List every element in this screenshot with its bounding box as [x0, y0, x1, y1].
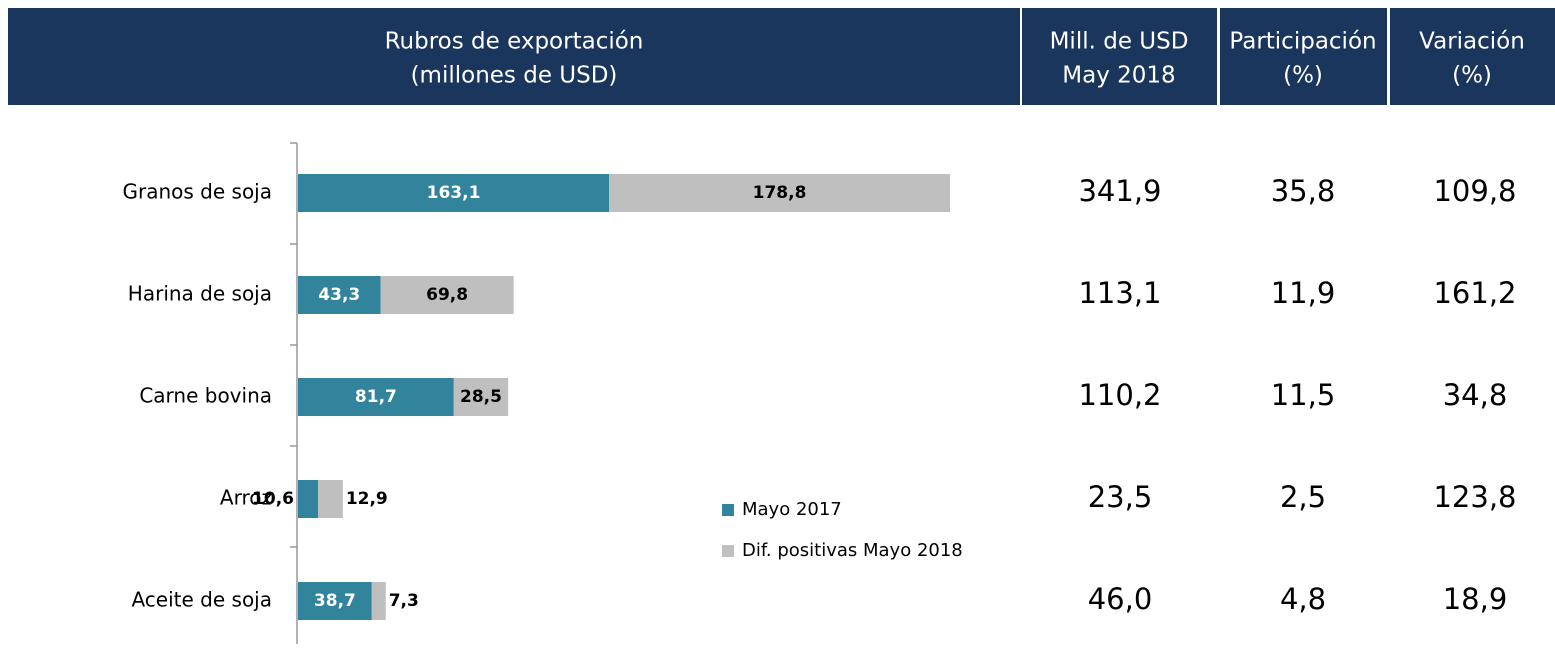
- category-label: Arroz: [220, 486, 272, 510]
- table-value: 46,0: [1088, 582, 1153, 616]
- table-value: 23,5: [1088, 480, 1153, 514]
- bar-segment: [298, 582, 372, 620]
- data-label: 163,1: [427, 183, 481, 203]
- header-cell: [1390, 8, 1555, 105]
- bar-segment: [298, 174, 610, 212]
- table-value: 110,2: [1078, 378, 1161, 412]
- category-label: Aceite de soja: [131, 588, 272, 612]
- bar-segment: [453, 378, 509, 416]
- header-text: May 2018: [1062, 63, 1175, 89]
- table-value: 4,8: [1280, 582, 1326, 616]
- data-label: 7,3: [389, 591, 419, 611]
- legend-swatch: [722, 545, 734, 557]
- bar-segment: [298, 378, 454, 416]
- header-cell: [8, 8, 1020, 105]
- table-value: 161,2: [1433, 276, 1516, 310]
- header-cell: [1022, 8, 1217, 105]
- table-value: 11,9: [1271, 276, 1336, 310]
- header-text: (%): [1452, 63, 1492, 89]
- bar-segment: [380, 276, 514, 314]
- header-text: Rubros de exportación: [385, 29, 644, 55]
- data-label: 10,6: [252, 489, 294, 509]
- data-label: 69,8: [426, 285, 468, 305]
- data-label: 38,7: [314, 591, 356, 611]
- category-label: Carne bovina: [139, 384, 272, 408]
- header-text: Variación: [1419, 29, 1525, 55]
- data-label: 81,7: [355, 387, 397, 407]
- data-label: 43,3: [318, 285, 360, 305]
- table-value: 34,8: [1443, 378, 1508, 412]
- legend-label: Dif. positivas Mayo 2018: [742, 540, 963, 561]
- table-value: 109,8: [1433, 174, 1516, 208]
- header-cell: [1220, 8, 1387, 105]
- legend-label: Mayo 2017: [742, 499, 842, 520]
- category-label: Granos de soja: [123, 180, 273, 204]
- table-value: 113,1: [1078, 276, 1161, 310]
- bar-segment: [609, 174, 951, 212]
- header-text: (millones de USD): [411, 63, 618, 89]
- bar-segment: [318, 480, 343, 518]
- table-value: 123,8: [1433, 480, 1516, 514]
- header-text: Mill. de USD: [1050, 29, 1189, 55]
- header-text: Participación: [1229, 29, 1376, 55]
- table-value: 11,5: [1271, 378, 1336, 412]
- table-value: 18,9: [1443, 582, 1508, 616]
- data-label: 178,8: [753, 183, 807, 203]
- bar-segment: [298, 480, 319, 518]
- table-value: 341,9: [1078, 174, 1161, 208]
- table-value: 2,5: [1280, 480, 1326, 514]
- table-value: 35,8: [1271, 174, 1336, 208]
- legend-swatch: [722, 504, 734, 516]
- category-label: Harina de soja: [128, 282, 272, 306]
- bar-segment: [371, 582, 386, 620]
- data-label: 28,5: [460, 387, 502, 407]
- bar-segment: [298, 276, 381, 314]
- header-text: (%): [1283, 63, 1323, 89]
- data-label: 12,9: [346, 489, 388, 509]
